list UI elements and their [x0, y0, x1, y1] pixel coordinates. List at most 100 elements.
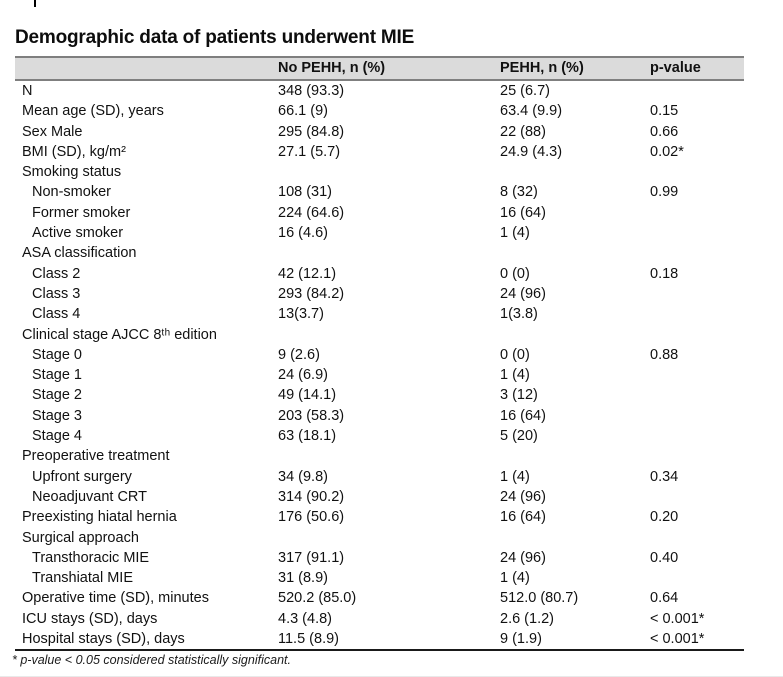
- table-row: Stage 1 24 (6.9) 1 (4): [15, 365, 744, 385]
- no-pehh-cell: [278, 162, 500, 182]
- pehh-cell: 1(3.8): [500, 306, 538, 323]
- row-label-cell: Stage 0: [32, 346, 82, 363]
- pehh-cell: 25 (6.7): [500, 83, 550, 99]
- p-value-cell: [650, 568, 744, 588]
- p-value-cell: 0.40: [650, 549, 679, 566]
- p-value-cell: [650, 365, 744, 385]
- p-value-cell: < 0.001*: [650, 631, 705, 648]
- no-pehh-cell: 13(3.7): [278, 306, 324, 323]
- pehh-cell: [500, 528, 650, 548]
- pehh-cell: 24 (96): [500, 549, 546, 566]
- table-row: Transthoracic MIE 317 (91.1) 24 (96) 0.4…: [15, 548, 744, 568]
- table-row: Preoperative treatment: [15, 446, 744, 466]
- page-title: Demographic data of patients underwent M…: [15, 26, 415, 48]
- p-value-cell: [650, 162, 744, 182]
- p-value-cell: [650, 284, 744, 304]
- no-pehh-cell: [278, 446, 500, 466]
- no-pehh-cell: 203 (58.3): [278, 407, 345, 424]
- pehh-cell: 0 (0): [500, 265, 530, 282]
- no-pehh-cell: 11.5 (8.9): [278, 631, 339, 648]
- table-row: Class 2 42 (12.1) 0 (0) 0.18: [15, 264, 744, 284]
- row-label-cell: Smoking status: [22, 164, 122, 181]
- table-row: BMI (SD), kg/m² 27.1 (5.7) 24.9 (4.3) 0.…: [15, 142, 744, 162]
- no-pehh-cell: 31 (8.9): [278, 570, 328, 587]
- table-row: ICU stays (SD), days 4.3 (4.8) 2.6 (1.2)…: [15, 609, 744, 629]
- pehh-cell: [500, 162, 650, 182]
- table-row: Upfront surgery 34 (9.8) 1 (4) 0.34: [15, 467, 744, 487]
- table-row: Mean age (SD), years 66.1 (9) 63.4 (9.9)…: [15, 101, 744, 121]
- row-label-cell: Hospital stays (SD), days: [22, 631, 185, 648]
- row-label-cell: Sex Male: [22, 123, 83, 140]
- row-label-cell: Transhiatal MIE: [32, 570, 133, 587]
- p-value-cell: [650, 304, 744, 324]
- pehh-cell: 0 (0): [500, 346, 530, 363]
- table-row: Transhiatal MIE 31 (8.9) 1 (4): [15, 568, 744, 588]
- table-row: Operative time (SD), minutes 520.2 (85.0…: [15, 588, 744, 608]
- table-row: Surgical approach: [15, 528, 744, 548]
- demographics-table: No PEHH, n (%) PEHH, n (%) p-value N 348…: [15, 56, 744, 652]
- pehh-cell: 22 (88): [500, 123, 546, 140]
- row-label-cell: N: [22, 83, 33, 99]
- no-pehh-cell: 9 (2.6): [278, 346, 320, 363]
- table-body: N 348 (93.3) 25 (6.7) Mean age (SD), yea…: [15, 81, 744, 652]
- row-label-cell: Surgical approach: [22, 529, 139, 546]
- no-pehh-cell: 24 (6.9): [278, 367, 328, 384]
- no-pehh-cell: [278, 325, 500, 345]
- pehh-cell: 3 (12): [500, 387, 538, 404]
- pehh-cell: 5 (20): [500, 428, 538, 445]
- row-label-cell: Stage 1: [32, 367, 82, 384]
- p-value-cell: 0.66: [650, 123, 679, 140]
- pehh-cell: 1 (4): [500, 225, 530, 242]
- table-header-row: No PEHH, n (%) PEHH, n (%) p-value: [15, 56, 744, 81]
- header-cell-label: [15, 58, 278, 79]
- row-label-cell: Stage 2: [32, 387, 82, 404]
- p-value-cell: [650, 203, 744, 223]
- p-value-cell: [650, 81, 744, 101]
- no-pehh-cell: 176 (50.6): [278, 509, 345, 526]
- p-value-cell: < 0.001*: [650, 610, 705, 627]
- cursor-artifact-mark: [34, 0, 36, 7]
- pehh-cell: 24 (96): [500, 285, 546, 302]
- no-pehh-cell: 42 (12.1): [278, 265, 337, 282]
- p-value-cell: 0.18: [650, 265, 679, 282]
- p-value-cell: [650, 243, 744, 263]
- pehh-cell: 512.0 (80.7): [500, 590, 579, 607]
- pehh-cell: 63.4 (9.9): [500, 103, 563, 120]
- table-footnote: * p-value < 0.05 considered statisticall…: [12, 653, 291, 667]
- p-value-cell: [650, 446, 744, 466]
- table-row: Preexisting hiatal hernia 176 (50.6) 16 …: [15, 507, 744, 527]
- table-row: Active smoker 16 (4.6) 1 (4): [15, 223, 744, 243]
- p-value-cell: [650, 385, 744, 405]
- no-pehh-cell: 314 (90.2): [278, 488, 345, 505]
- table-row: Stage 3 203 (58.3) 16 (64): [15, 406, 744, 426]
- no-pehh-cell: 16 (4.6): [278, 225, 328, 242]
- table-row: Smoking status: [15, 162, 744, 182]
- p-value-cell: [650, 528, 744, 548]
- no-pehh-cell: [278, 243, 500, 263]
- pehh-cell: 24 (96): [500, 488, 546, 505]
- pehh-cell: [500, 243, 650, 263]
- row-label-cell: Clinical stage AJCC 8ᵗʰ edition: [22, 326, 217, 343]
- p-value-cell: [650, 223, 744, 243]
- table-row: ASA classification: [15, 243, 744, 263]
- table-row: N 348 (93.3) 25 (6.7): [15, 81, 744, 101]
- no-pehh-cell: 293 (84.2): [278, 285, 345, 302]
- row-label-cell: ASA classification: [22, 245, 137, 262]
- no-pehh-cell: 63 (18.1): [278, 428, 337, 445]
- no-pehh-cell: 27.1 (5.7): [278, 143, 341, 160]
- pehh-cell: 16 (64): [500, 509, 546, 526]
- pehh-cell: [500, 325, 650, 345]
- p-value-cell: [650, 325, 744, 345]
- table-row: Non-smoker 108 (31) 8 (32) 0.99: [15, 182, 744, 202]
- row-label-cell: Former smoker: [32, 204, 131, 221]
- header-cell-no-pehh: No PEHH, n (%): [278, 60, 386, 76]
- pehh-cell: 8 (32): [500, 184, 538, 201]
- row-label-cell: ICU stays (SD), days: [22, 610, 158, 627]
- p-value-cell: [650, 406, 744, 426]
- row-label-cell: Mean age (SD), years: [22, 103, 164, 120]
- table-row: Clinical stage AJCC 8ᵗʰ edition: [15, 325, 744, 345]
- no-pehh-cell: 108 (31): [278, 184, 333, 201]
- table-row: Class 3 293 (84.2) 24 (96): [15, 284, 744, 304]
- pehh-cell: 1 (4): [500, 570, 530, 587]
- p-value-cell: 0.99: [650, 184, 679, 201]
